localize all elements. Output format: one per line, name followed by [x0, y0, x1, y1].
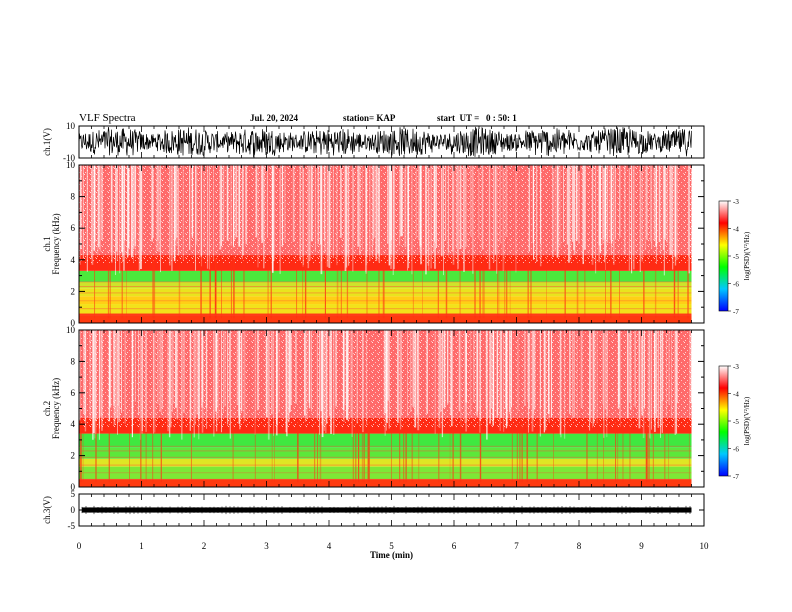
y-tick-label: 8	[71, 356, 76, 366]
x-tick-label: 8	[577, 541, 582, 551]
spectrogram-band	[79, 296, 692, 305]
x-tick-label: 0	[77, 541, 82, 551]
y-tick-label: 0	[71, 505, 76, 515]
colorbar-tick-label: -5	[733, 418, 739, 426]
no-data-region	[691, 165, 704, 323]
spectrogram-band	[79, 458, 692, 467]
x-tick-label: 3	[264, 541, 269, 551]
date-label: Jul. 20, 2024	[250, 113, 299, 123]
y-tick-label: 4	[71, 255, 76, 265]
spectrogram-band	[79, 479, 692, 487]
colorbar-1: -3 -4 -5 -6 -7 log(PSD)(V²/Hz)	[718, 198, 751, 316]
spectrogram-band	[79, 288, 692, 297]
y-tick-label: 2	[71, 451, 76, 461]
waveform-trace	[78, 126, 692, 158]
spectrogram-band	[79, 433, 692, 448]
colorbar-label: log(PSD)(V²/Hz)	[743, 396, 751, 445]
y-tick-label: 6	[71, 388, 76, 398]
colorbar-tick-label: -4	[733, 391, 739, 399]
channel-label: ch.2	[42, 401, 52, 416]
y-tick-label: 2	[71, 286, 76, 296]
colorbar-tick-label: -6	[733, 446, 739, 454]
y-tick-label: -5	[68, 521, 76, 531]
y-axis-label: Frequency (kHz)	[51, 378, 61, 439]
y-axis-label: Frequency (kHz)	[51, 213, 61, 274]
no-data-region	[691, 330, 704, 487]
y-tick-label: -10	[63, 153, 75, 163]
page-title: VLF Spectra	[79, 112, 136, 124]
x-axis-label: Time (min)	[370, 550, 413, 560]
x-tick-label: 4	[327, 541, 332, 551]
spectrogram-band	[79, 270, 692, 282]
channel-label: ch.3(V)	[42, 496, 52, 524]
colorbar-tick-label: -6	[733, 281, 739, 289]
colorbar-tick-label: -5	[733, 253, 739, 261]
y-tick-label: 10	[66, 160, 76, 170]
spectrogram-band	[79, 281, 692, 289]
station-label: station= KAP	[343, 113, 396, 123]
y-tick-label: 5	[71, 489, 76, 499]
x-tick-label: 9	[639, 541, 644, 551]
y-tick-label: 0	[71, 318, 76, 328]
colorbar-scale	[718, 365, 729, 477]
colorbar-tick-label: -7	[733, 473, 739, 481]
spectrogram-ch2: 0 2 4 6 8 10 ch.2 Frequency (kHz)	[42, 325, 705, 492]
y-tick-label: 4	[71, 419, 76, 429]
spectrogram-band	[79, 313, 692, 323]
y-tick-label: 10	[66, 325, 76, 335]
colorbar-label: log(PSD)(V²/Hz)	[743, 231, 751, 280]
colorbar-2: -3 -4 -5 -6 -7 log(PSD)(V²/Hz)	[718, 363, 751, 481]
spectrogram-ch1: 0 2 4 6 8 10 ch.1 Frequency (kHz)	[42, 160, 705, 328]
x-tick-label: 7	[514, 541, 519, 551]
colorbar-tick-label: -4	[733, 226, 739, 234]
y-tick-label: 10	[66, 121, 76, 131]
y-tick-label: 0	[71, 482, 76, 492]
x-tick-label: 10	[700, 541, 710, 551]
x-tick-label: 2	[202, 541, 207, 551]
colorbar-scale	[718, 200, 729, 312]
start-time-label: start UT = 0 : 50: 1	[437, 113, 517, 123]
colorbar-tick-label: -3	[733, 363, 739, 371]
spectrogram-noise	[79, 165, 692, 263]
x-tick-label: 6	[452, 541, 457, 551]
spectrogram-band	[79, 447, 692, 459]
y-tick-label: 6	[71, 223, 76, 233]
x-tick-label: 1	[139, 541, 144, 551]
x-tick-label: 5	[389, 541, 394, 551]
y-tick-label: 8	[71, 192, 76, 202]
waveform-trace	[82, 507, 692, 513]
colorbar-tick-label: -3	[733, 198, 739, 206]
channel-label: ch.1(V)	[42, 128, 52, 156]
colorbar-tick-label: -7	[733, 308, 739, 316]
channel-label: ch.1	[42, 236, 52, 251]
